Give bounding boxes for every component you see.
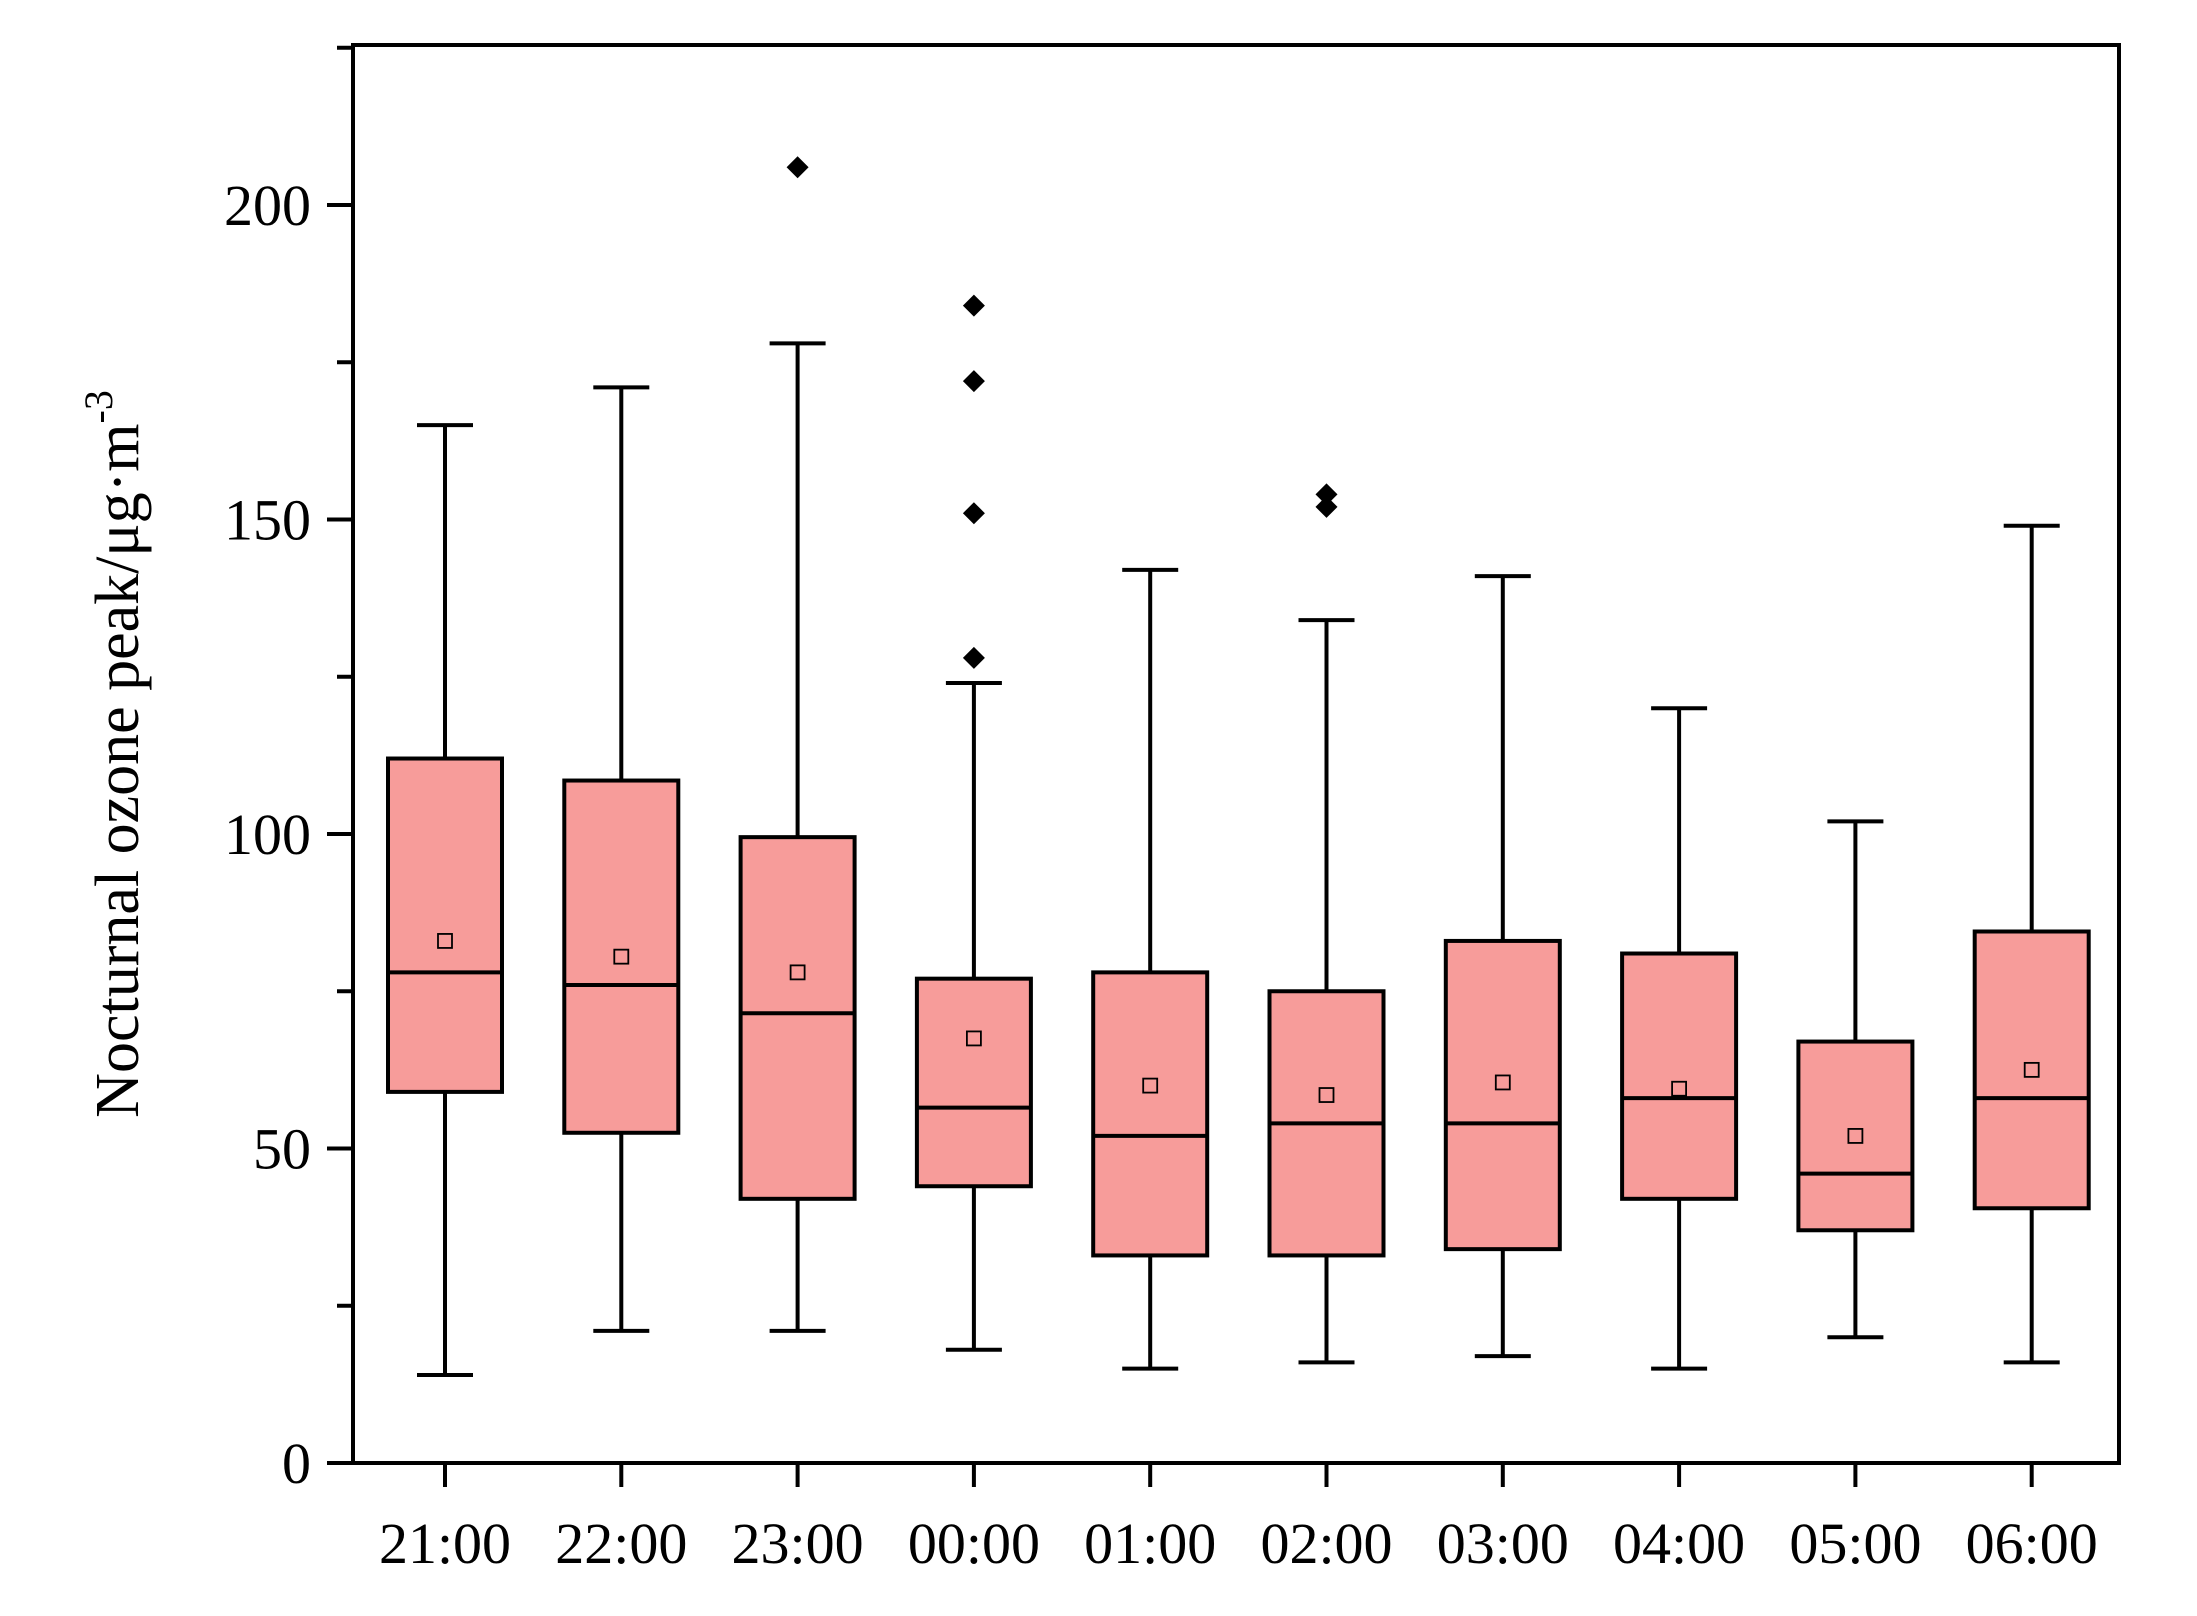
box-group [386, 423, 504, 1377]
iqr-box [914, 976, 1033, 1189]
mean-marker [789, 964, 806, 981]
y-tick-label: 0 [282, 1431, 311, 1496]
y-axis-title-superscript: -3 [76, 390, 121, 423]
box-group [1443, 574, 1562, 1359]
box-group [1091, 567, 1210, 1371]
outlier-point [1315, 483, 1338, 506]
x-tick-label: 22:00 [555, 1511, 687, 1576]
x-tick-label: 02:00 [1260, 1511, 1392, 1576]
outlier-point [962, 646, 985, 669]
iqr-box [1796, 1039, 1915, 1233]
box-group [1267, 483, 1386, 1365]
mean-marker [1142, 1077, 1159, 1094]
plot-frame [351, 43, 2121, 1465]
box-group [1796, 819, 1915, 1340]
outlier-point [962, 294, 985, 317]
iqr-box [738, 835, 857, 1201]
x-tick-label: 23:00 [732, 1511, 864, 1576]
y-tick-label: 150 [224, 488, 311, 553]
iqr-box [1443, 938, 1562, 1252]
y-axis-title: Nocturnal ozone peak/μg·m-3 [76, 390, 152, 1118]
x-tick-label: 01:00 [1084, 1511, 1216, 1576]
y-tick-label: 100 [224, 802, 311, 867]
mean-marker [613, 948, 630, 965]
mean-marker [1847, 1128, 1864, 1144]
iqr-box [562, 778, 681, 1135]
iqr-box [1972, 929, 2091, 1211]
x-tick-label: 00:00 [908, 1511, 1040, 1576]
iqr-box [1091, 970, 1210, 1258]
mean-marker [966, 1030, 982, 1047]
y-tick-label: 200 [224, 173, 311, 238]
outlier-point [962, 370, 985, 393]
box-group [1972, 523, 2091, 1365]
mean-marker [2023, 1061, 2040, 1078]
iqr-box [1620, 951, 1739, 1201]
y-tick-label: 50 [253, 1117, 311, 1182]
box-group [738, 156, 857, 1333]
x-tick-label: 06:00 [1966, 1511, 2098, 1576]
outlier-point [962, 502, 985, 525]
outlier-point [1315, 495, 1338, 518]
iqr-box [386, 756, 504, 1094]
box-group [562, 385, 681, 1333]
box-group [1620, 706, 1739, 1371]
box-group [914, 294, 1033, 1352]
mean-marker [1671, 1080, 1687, 1097]
chart-marks [386, 156, 2091, 1377]
x-tick-label: 21:00 [379, 1511, 511, 1576]
mean-marker [1318, 1087, 1335, 1103]
mean-marker [437, 933, 453, 949]
outlier-point [786, 156, 809, 179]
x-tick-label: 03:00 [1437, 1511, 1569, 1576]
x-tick-label: 05:00 [1789, 1511, 1921, 1576]
chart-axes: 0 50 100 150 200 21:00 22:00 23:00 00:00 01:00 02:… [224, 45, 2098, 1576]
x-tick-label: 04:00 [1613, 1511, 1745, 1576]
y-axis-title-main: Nocturnal ozone peak/μg·m [84, 424, 152, 1118]
mean-marker [1494, 1074, 1511, 1091]
